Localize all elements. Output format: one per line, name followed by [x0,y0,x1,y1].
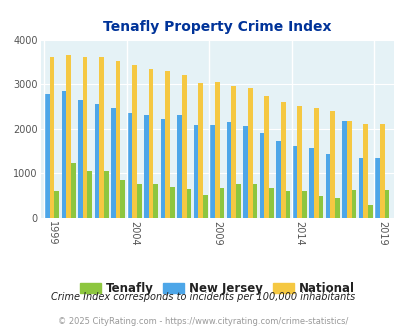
Bar [362,124,367,218]
Bar [280,102,285,218]
Bar [367,205,372,218]
Bar [132,65,136,218]
Bar [120,180,125,218]
Text: © 2025 CityRating.com - https://www.cityrating.com/crime-statistics/: © 2025 CityRating.com - https://www.city… [58,317,347,326]
Bar [358,158,362,218]
Bar [226,121,231,218]
Bar [78,100,83,218]
Bar [374,158,379,218]
Bar [264,96,269,218]
Bar [285,191,290,218]
Bar [325,154,330,218]
Bar [334,198,339,218]
Bar [165,71,170,218]
Bar [104,172,108,218]
Text: Crime Index corresponds to incidents per 100,000 inhabitants: Crime Index corresponds to incidents per… [51,292,354,302]
Bar [231,86,235,218]
Bar [111,108,115,218]
Bar [202,195,207,218]
Bar [193,125,198,218]
Bar [313,108,318,218]
Bar [259,133,264,218]
Bar [318,196,322,218]
Bar [186,189,191,218]
Bar [384,190,388,218]
Bar [170,187,174,218]
Bar [83,56,87,218]
Bar [309,148,313,218]
Bar [128,113,132,218]
Bar [252,184,256,218]
Bar [297,106,301,218]
Bar [198,83,202,218]
Bar [330,111,334,218]
Bar [71,163,75,218]
Bar [247,88,252,218]
Bar [87,172,92,218]
Bar [346,121,351,218]
Bar [341,121,346,218]
Title: Tenafly Property Crime Index: Tenafly Property Crime Index [103,20,330,34]
Bar [160,119,165,218]
Bar [66,55,71,218]
Bar [235,184,240,218]
Bar [136,184,141,218]
Legend: Tenafly, New Jersey, National: Tenafly, New Jersey, National [75,277,358,300]
Bar [144,115,149,218]
Bar [292,146,297,218]
Bar [99,57,104,218]
Bar [210,125,214,218]
Bar [219,188,224,218]
Bar [115,61,120,218]
Bar [214,82,219,218]
Bar [269,188,273,218]
Bar [62,91,66,218]
Bar [50,56,54,218]
Bar [243,126,247,218]
Bar [181,75,186,218]
Bar [276,141,280,218]
Bar [301,191,306,218]
Bar [45,94,50,218]
Bar [153,184,158,218]
Bar [351,190,355,218]
Bar [94,104,99,218]
Bar [177,115,181,218]
Bar [149,69,153,218]
Bar [379,124,384,218]
Bar [54,191,59,218]
